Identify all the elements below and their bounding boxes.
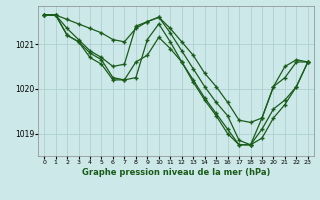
X-axis label: Graphe pression niveau de la mer (hPa): Graphe pression niveau de la mer (hPa) bbox=[82, 168, 270, 177]
